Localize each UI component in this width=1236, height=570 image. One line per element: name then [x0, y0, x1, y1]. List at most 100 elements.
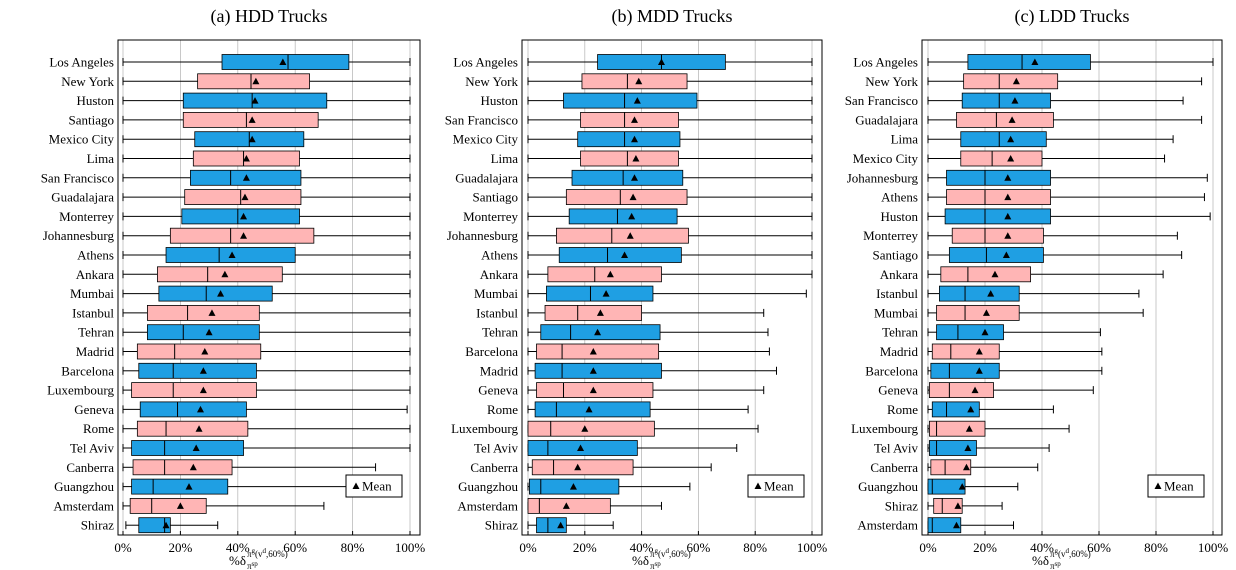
label-part: (v [1058, 549, 1066, 559]
category-label: Mexico City [453, 132, 519, 147]
box [960, 131, 1047, 148]
label-part: %δ [1032, 553, 1049, 568]
x-axis-label-sup: πg(vd,60%) [650, 547, 691, 559]
legend-marker [754, 482, 762, 489]
x-axis-label-sub: πsp [247, 560, 258, 570]
box [951, 227, 1044, 244]
category-label: Barcelona [865, 363, 918, 378]
plot-frame [521, 39, 823, 536]
panel-title: (c) LDD Trucks [1015, 6, 1130, 27]
box [184, 189, 302, 206]
mean-marker [962, 463, 970, 471]
legend-label: Mean [764, 479, 794, 494]
mean-marker [201, 348, 209, 355]
mean-marker [631, 116, 638, 123]
mean-marker [581, 425, 589, 432]
category-label: San Francisco [445, 112, 518, 127]
box [558, 247, 682, 263]
box [929, 440, 977, 456]
category-label: Guangzhou [54, 479, 114, 494]
label-part: d [263, 547, 267, 555]
mean-marker [987, 290, 995, 297]
box [960, 150, 1043, 167]
mean-marker [1004, 212, 1012, 220]
category-label: Amsterdam [457, 498, 518, 513]
category-label: Lima [87, 151, 115, 166]
category-label: Santiago [473, 190, 519, 205]
x-tick-label: 60% [686, 540, 710, 555]
box [946, 169, 1051, 186]
category-label: Rome [83, 421, 114, 436]
box [946, 189, 1051, 206]
mean-marker [964, 444, 972, 451]
x-tick-label: 20% [168, 540, 192, 555]
category-label: Santiago [873, 248, 919, 263]
box [157, 266, 283, 283]
box [158, 285, 273, 302]
x-tick-label: 0% [919, 540, 937, 555]
label-part: π [247, 549, 252, 559]
box [136, 420, 249, 437]
mean-marker [596, 309, 604, 316]
x-axis-label-sub: πsp [1050, 560, 1061, 570]
label-part: d [666, 547, 670, 555]
label-part: g [655, 547, 659, 555]
mean-marker [240, 232, 248, 239]
category-label: Guadalajara [855, 112, 918, 127]
category-label: Geneva [878, 383, 918, 398]
x-tick-label: 40% [630, 540, 654, 555]
category-label: Istanbul [476, 305, 518, 320]
label-part: sp [1055, 560, 1062, 568]
category-label: Guadalajara [51, 190, 114, 205]
x-tick-label: 100% [395, 540, 426, 555]
mean-marker [208, 309, 216, 316]
category-label: Monterrey [59, 209, 114, 224]
legend-box [747, 474, 805, 498]
box [961, 92, 1051, 109]
mean-marker [221, 270, 229, 278]
box [536, 343, 660, 360]
box [931, 343, 1000, 360]
panel-title: (a) HDD Trucks [211, 6, 328, 27]
legend-label: Mean [362, 479, 392, 494]
category-label: Istanbul [72, 305, 114, 320]
x-axis-label-sup: πg(vd,60%) [1050, 547, 1091, 559]
category-label: Huston [480, 93, 518, 108]
panel-title: (b) MDD Trucks [611, 6, 732, 27]
box [197, 73, 310, 90]
category-label: Lima [491, 151, 519, 166]
category-label: Johannesburg [43, 228, 115, 243]
box [131, 440, 244, 456]
mean-marker [594, 328, 602, 336]
category-label: Luxembourg [451, 421, 518, 436]
x-tick-label: 100% [797, 540, 828, 555]
legend-box [345, 474, 403, 498]
mean-marker [975, 367, 983, 374]
category-label: Tehran [78, 325, 114, 340]
mean-marker [189, 463, 197, 471]
category-label: Tel Aviv [474, 441, 518, 456]
box [221, 54, 350, 70]
mean-marker [629, 193, 637, 201]
mean-marker [631, 135, 638, 143]
mean-marker [1011, 97, 1019, 104]
box [544, 304, 642, 321]
mean-marker [657, 58, 665, 65]
box [930, 459, 972, 476]
box [540, 324, 661, 341]
mean-marker [954, 502, 962, 509]
mean-marker [195, 425, 203, 432]
label-part: g [1055, 547, 1059, 555]
box [131, 478, 229, 495]
box [940, 266, 1032, 283]
mean-marker [199, 386, 207, 394]
box [527, 420, 655, 437]
label-part: sp [655, 560, 662, 568]
mean-marker [958, 483, 966, 490]
box [534, 362, 662, 379]
mean-marker [1012, 77, 1020, 85]
box [527, 440, 638, 456]
mean-marker [162, 521, 170, 529]
category-label: Los Angeles [853, 55, 918, 70]
category-label: Ankara [880, 267, 918, 282]
